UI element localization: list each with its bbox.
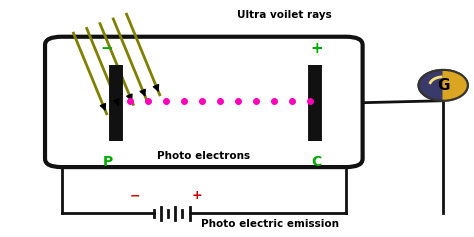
Text: +: +: [191, 189, 202, 202]
Text: C: C: [311, 155, 322, 169]
Text: Photo electric emission: Photo electric emission: [201, 219, 339, 229]
Text: Ultra voilet rays: Ultra voilet rays: [237, 10, 332, 20]
Text: +: +: [310, 41, 323, 56]
Text: −: −: [100, 41, 113, 56]
FancyBboxPatch shape: [45, 37, 363, 167]
Polygon shape: [443, 70, 468, 101]
Text: G: G: [437, 78, 449, 93]
Ellipse shape: [419, 70, 468, 101]
Text: P: P: [103, 155, 113, 169]
Text: Photo electrons: Photo electrons: [157, 151, 250, 161]
Text: −: −: [130, 189, 140, 202]
